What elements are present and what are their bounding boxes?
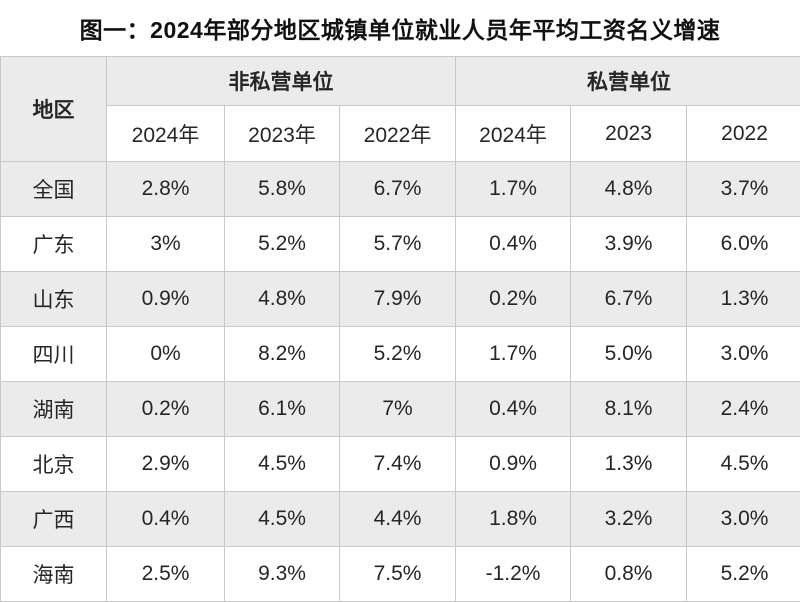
value-cell: 0.4% (455, 216, 572, 272)
region-cell: 北京 (0, 436, 107, 492)
value-cell: 8.1% (570, 381, 688, 437)
region-cell: 全国 (0, 161, 107, 217)
value-cell: 4.5% (224, 491, 340, 547)
table-row-guangxi: 广西 0.4% 4.5% 4.4% 1.8% 3.2% 3.0% (0, 491, 800, 547)
table-row-national: 全国 2.8% 5.8% 6.7% 1.7% 4.8% 3.7% (0, 161, 800, 217)
value-cell: 0.4% (106, 491, 225, 547)
table-row-shandong: 山东 0.9% 4.8% 7.9% 0.2% 6.7% 1.3% (0, 271, 800, 327)
year-header-p-2024: 2024年 (455, 105, 572, 162)
value-cell: -1.2% (455, 546, 572, 602)
year-header-p-2022: 2022 (686, 105, 800, 162)
value-cell: 3.0% (686, 326, 800, 382)
value-cell: 5.8% (224, 161, 340, 217)
year-header-np-2024: 2024年 (106, 105, 225, 162)
region-column-header: 地区 (0, 56, 107, 162)
non-private-group-header: 非私营单位 (105, 56, 457, 106)
table-row-hunan: 湖南 0.2% 6.1% 7% 0.4% 8.1% 2.4% (0, 381, 800, 437)
value-cell: 4.4% (338, 491, 457, 547)
value-cell: 6.7% (570, 271, 688, 327)
value-cell: 1.3% (686, 271, 800, 327)
value-cell: 0.9% (106, 271, 225, 327)
value-cell: 1.7% (455, 161, 572, 217)
value-cell: 3.2% (570, 491, 688, 547)
value-cell: 3.0% (686, 491, 800, 547)
value-cell: 0.9% (455, 436, 572, 492)
region-cell: 广东 (0, 216, 107, 272)
value-cell: 0.8% (570, 546, 688, 602)
value-cell: 4.5% (224, 436, 340, 492)
value-cell: 0% (106, 326, 225, 382)
group-header-row: 地区 非私营单位 私营单位 (0, 56, 800, 162)
value-cell: 4.8% (224, 271, 340, 327)
value-cell: 6.0% (686, 216, 800, 272)
region-cell: 湖南 (0, 381, 107, 437)
year-header-np-2023: 2023年 (224, 105, 340, 162)
value-cell: 2.4% (686, 381, 800, 437)
value-cell: 3.9% (570, 216, 688, 272)
table-row-guangdong: 广东 3% 5.2% 5.7% 0.4% 3.9% 6.0% (0, 216, 800, 272)
value-cell: 6.7% (338, 161, 457, 217)
value-cell: 0.2% (455, 271, 572, 327)
value-cell: 7.4% (338, 436, 457, 492)
value-cell: 4.8% (570, 161, 688, 217)
value-cell: 2.5% (106, 546, 225, 602)
value-cell: 5.2% (686, 546, 800, 602)
value-cell: 4.5% (686, 436, 800, 492)
value-cell: 5.7% (338, 216, 457, 272)
value-cell: 7% (338, 381, 457, 437)
region-cell: 四川 (0, 326, 107, 382)
value-cell: 1.3% (570, 436, 688, 492)
wage-growth-table: 地区 非私营单位 私营单位 2024年 2023年 2022年 2024年 20… (0, 56, 800, 602)
year-header-row: 2024年 2023年 2022年 2024年 2023 2022 (1, 105, 800, 162)
table-row-beijing: 北京 2.9% 4.5% 7.4% 0.9% 1.3% 4.5% (0, 436, 800, 492)
value-cell: 2.8% (106, 161, 225, 217)
table-body: 全国 2.8% 5.8% 6.7% 1.7% 4.8% 3.7% 广东 3% 5… (0, 161, 800, 602)
value-cell: 5.0% (570, 326, 688, 382)
value-cell: 1.7% (455, 326, 572, 382)
table-row-sichuan: 四川 0% 8.2% 5.2% 1.7% 5.0% 3.0% (0, 326, 800, 382)
value-cell: 3% (106, 216, 225, 272)
value-cell: 7.9% (338, 271, 457, 327)
value-cell: 7.5% (338, 546, 457, 602)
value-cell: 8.2% (224, 326, 340, 382)
value-cell: 0.2% (106, 381, 225, 437)
table-header: 地区 非私营单位 私营单位 2024年 2023年 2022年 2024年 20… (0, 56, 800, 162)
value-cell: 6.1% (224, 381, 340, 437)
value-cell: 5.2% (338, 326, 457, 382)
region-cell: 海南 (0, 546, 107, 602)
year-header-np-2022: 2022年 (338, 105, 457, 162)
year-header-p-2023: 2023 (570, 105, 688, 162)
value-cell: 2.9% (106, 436, 225, 492)
value-cell: 0.4% (455, 381, 572, 437)
value-cell: 3.7% (686, 161, 800, 217)
region-cell: 山东 (0, 271, 107, 327)
table-row-hainan: 海南 2.5% 9.3% 7.5% -1.2% 0.8% 5.2% (0, 546, 800, 602)
value-cell: 1.8% (455, 491, 572, 547)
region-cell: 广西 (0, 491, 107, 547)
figure-title: 图一：2024年部分地区城镇单位就业人员年平均工资名义增速 (0, 0, 800, 56)
value-cell: 9.3% (224, 546, 340, 602)
private-group-header: 私营单位 (455, 56, 800, 106)
value-cell: 5.2% (224, 216, 340, 272)
